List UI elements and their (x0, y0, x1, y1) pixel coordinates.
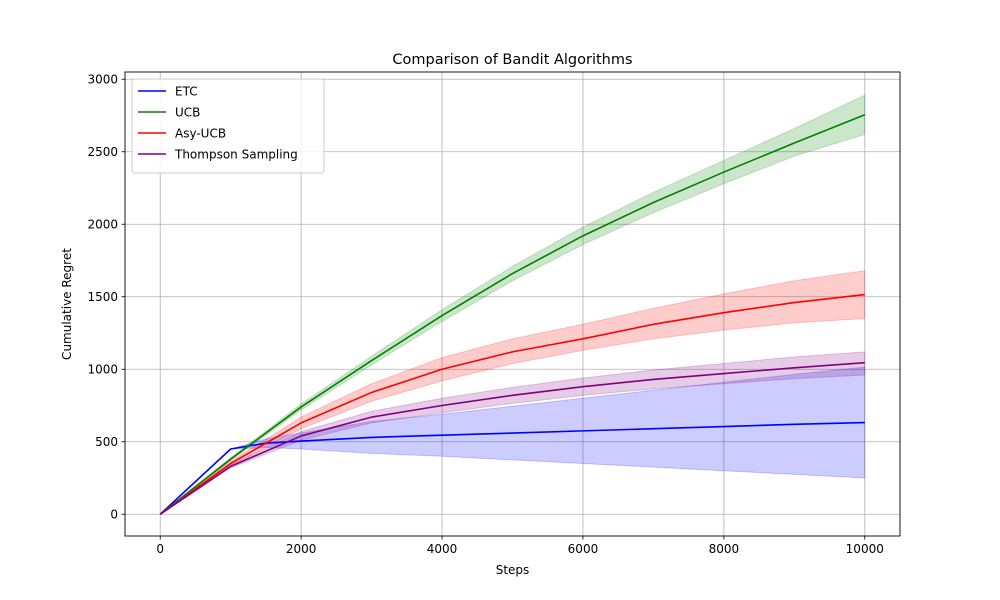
x-tick-label: 10000 (846, 542, 884, 556)
legend-label-ucb: UCB (175, 105, 200, 119)
x-axis-label: Steps (496, 563, 530, 577)
x-tick-label: 8000 (709, 542, 740, 556)
series-line-etc (159, 421, 865, 515)
band-etc (159, 366, 866, 515)
x-tick-label: 0 (156, 542, 164, 556)
y-tick-label: 500 (95, 435, 118, 449)
series-lines (159, 114, 866, 515)
legend-box (131, 78, 325, 174)
y-axis-label: Cumulative Regret (60, 248, 74, 360)
y-tick-label: 3000 (87, 72, 118, 86)
legend-label-asy-ucb: Asy-UCB (175, 126, 226, 140)
y-tick-label: 2500 (87, 145, 118, 159)
y-tick-label: 1500 (87, 290, 118, 304)
axis-ticks: 0 2000 4000 6000 8000 10000 0 500 1000 1500 2000 25… (87, 72, 883, 556)
plot-frame (124, 71, 901, 537)
chart-title: Comparison of Bandit Algorithms (392, 52, 632, 68)
x-tick-label: 2000 (286, 542, 317, 556)
y-tick-label: 2000 (87, 217, 118, 231)
series-line-asy-ucb (159, 293, 865, 515)
legend-label-etc: ETC (175, 84, 198, 98)
x-tick-label: 4000 (427, 542, 458, 556)
legend: ETC UCB Asy-UCB Thompson Sampling (131, 78, 325, 174)
band-asy-ucb (159, 270, 866, 515)
legend-label-thompson-sampling: Thompson Sampling (174, 147, 298, 161)
y-tick-label: 0 (110, 507, 118, 521)
series-line-thompson-sampling (159, 361, 865, 515)
x-tick-label: 6000 (568, 542, 599, 556)
y-tick-label: 1000 (87, 362, 118, 376)
series-line-ucb (159, 114, 866, 515)
